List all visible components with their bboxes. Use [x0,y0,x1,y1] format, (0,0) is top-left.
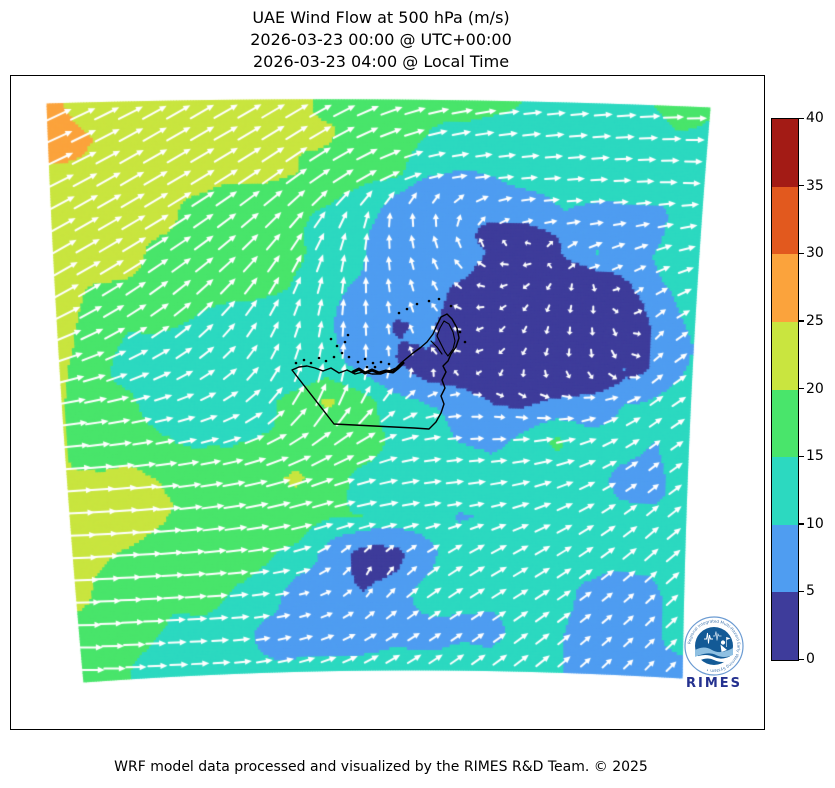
colorbar-tick-label: 20 [806,380,824,397]
logo-seismograph2-icon [713,631,722,641]
chart-title-line1: UAE Wind Flow at 500 hPa (m/s) [252,8,510,27]
coastline-path [436,320,456,357]
island-dot [379,360,383,364]
colorbar-tick-label: 0 [806,651,815,667]
colorbar-tick [799,523,804,525]
island-dot [309,361,313,365]
island-dot [317,356,321,360]
island-dot [397,311,401,315]
island-dot [387,362,391,366]
colorbar-segment [772,321,798,390]
island-dot [347,355,351,359]
island-dot [340,351,344,355]
island-dot [346,333,350,337]
island-dot [335,344,339,348]
colorbar-segment [772,254,798,322]
colorbar-segment [772,119,798,187]
footer-credit: WRF model data processed and visualized … [114,759,648,775]
rimes-logo-icon: Regional Integrated Multi-Hazard Early W… [684,616,744,676]
island-dot [373,365,377,369]
island-dot [463,340,467,344]
colorbar-tick [799,658,804,660]
island-dot [294,361,298,365]
logo-person-body [720,644,727,652]
logo-flag [726,637,731,640]
colorbar-tick-label: 35 [806,177,824,194]
island-dot [324,359,328,363]
colorbar-tick [799,455,804,457]
island-dot [363,357,367,361]
colorbar-tick [799,590,804,593]
logo-seismograph-icon [704,632,713,644]
island-dot [405,307,409,311]
colorbar-segment [772,592,798,660]
logo-wave2-icon [695,655,733,663]
rimes-logo-label: RIMES [685,676,743,691]
rimes-logo: Regional Integrated Multi-Hazard Early W… [682,614,746,691]
colorbar-segment [772,524,798,593]
coastline-path [430,340,443,355]
colorbar-tick [799,252,804,255]
island-dot [437,297,441,301]
wind-field-canvas [11,76,763,728]
colorbar-tick-label: 30 [806,245,824,262]
coastline-path [291,313,460,430]
chart-title-line2: 2026-03-23 00:00 @ UTC+00:00 [250,30,512,49]
colorbar-tick-label: 15 [806,448,824,465]
colorbar-tick-label: 25 [806,312,824,329]
island-dot [415,302,419,306]
colorbar [771,118,799,661]
island-dot [356,360,360,364]
colorbar-tick [799,185,804,187]
colorbar-segment [772,389,798,458]
coastline-overlay [291,297,467,430]
island-dot [365,365,369,369]
chart-title-line3: 2026-03-23 04:00 @ Local Time [252,52,510,71]
colorbar-segment [772,186,798,255]
island-dot [458,330,462,334]
island-dot [332,355,336,359]
island-dot [449,304,453,308]
island-dot [302,358,306,362]
logo-wave-icon [695,647,733,657]
island-dot [343,340,347,344]
logo-person-icon [720,640,726,645]
colorbar-tick-label: 40 [806,110,824,126]
colorbar-tick-label: 10 [806,515,824,532]
colorbar-tick [799,117,804,119]
island-dot [371,361,375,365]
island-dot [427,299,431,303]
colorbar-tick [799,388,804,390]
coastline-path [351,361,405,375]
chart-title: UAE Wind Flow at 500 hPa (m/s) 2026-03-2… [0,7,762,73]
island-dot [329,337,333,341]
colorbar-segment [772,457,798,525]
colorbar-tick-label: 5 [806,583,815,600]
colorbar-tick [799,320,804,322]
map-panel: Regional Integrated Multi-Hazard Early W… [10,75,765,730]
